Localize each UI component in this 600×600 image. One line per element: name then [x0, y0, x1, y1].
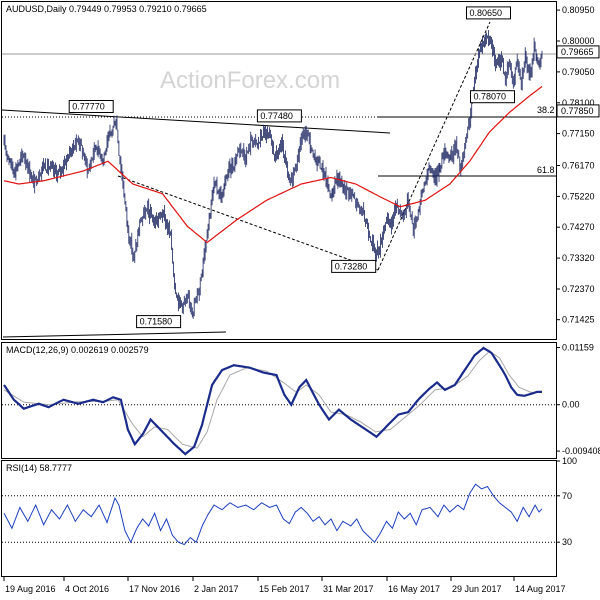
price-tick-label: 0.79050 [562, 67, 595, 77]
price-annotation-box [68, 100, 114, 113]
price-tick-label: 0.72370 [562, 284, 595, 294]
level-tag-label: 0.77850 [561, 106, 594, 116]
date-tick-label: 15 Feb 2017 [259, 584, 310, 594]
macd-panel-frame [1, 342, 557, 459]
price-annotation-box [331, 259, 377, 273]
price-tick-label: 0.76170 [562, 161, 595, 171]
sma-line [3, 86, 543, 244]
date-tick-label: 29 Jun 2017 [452, 584, 502, 594]
price-tick-label: 0.80000 [562, 36, 595, 46]
lower-trendline [2, 331, 227, 338]
current-price-box [556, 45, 600, 59]
rsi-tick-label: 70 [562, 491, 572, 501]
price-tick-label: 0.71425 [562, 315, 595, 325]
price-annotation-label: 0.77480 [260, 111, 293, 121]
macd-line [3, 346, 542, 456]
price-annotation-label: 0.73280 [335, 261, 368, 271]
price-annotations: 0.80650 0.77770 0.77480 0.78070 0.73280 0.715… [68, 6, 515, 329]
rsi-axis: 100 70 30 [556, 456, 577, 547]
dashed-trendline-2 [377, 21, 491, 271]
macd-header: MACD(12,26,9) 0.002619 0.002579 [6, 345, 149, 355]
rsi-tick-label: 100 [562, 456, 577, 466]
macd-axis: 0.01159 0.00 -0.009408 [556, 343, 600, 456]
price-tick-label: 0.75220 [562, 191, 595, 201]
rsi-gridlines [2, 495, 556, 543]
date-tick-label: 17 Nov 2016 [129, 584, 180, 594]
current-price-label: 0.79665 [561, 47, 594, 57]
rsi-tick-label: 30 [562, 537, 572, 547]
date-tick-label: 19 Aug 2016 [5, 584, 56, 594]
date-axis: 19 Aug 2016 4 Oct 2016 17 Nov 2016 2 Jan 20… [3, 577, 566, 594]
date-tick-label: 14 Aug 2017 [515, 584, 566, 594]
level-tag-box [556, 104, 600, 118]
price-annotation-label: 0.77770 [72, 102, 105, 112]
rsi-header: RSI(14) 58.7777 [6, 463, 72, 473]
date-tick-label: 31 Mar 2017 [323, 584, 374, 594]
price-panel-frame [1, 1, 557, 340]
price-annotation-label: 0.71580 [140, 317, 173, 327]
macd-tick-label: 0.01159 [562, 343, 594, 353]
price-tick-label: 0.74270 [562, 222, 595, 232]
rsi-panel-frame [1, 460, 557, 577]
macd-tick-label: -0.009408 [562, 446, 600, 456]
date-tick-label: 4 Oct 2016 [65, 584, 109, 594]
fib-382-label: 38.2 [537, 105, 555, 115]
price-tick-label: 0.77150 [562, 129, 595, 139]
price-tick-label: 0.80950 [562, 5, 595, 15]
fib-618-label: 61.8 [537, 165, 555, 175]
price-axis: 0.80950 0.80000 0.79050 0.78100 0.77150 0.761… [556, 5, 600, 325]
price-annotation-box [466, 6, 511, 20]
candles [3, 30, 543, 319]
watermark: ActionForex.com [160, 67, 340, 94]
macd-tick-label: 0.00 [562, 400, 580, 410]
price-annotation-box [470, 90, 515, 104]
upper-trendline [1, 109, 391, 134]
dashed-trendline-1 [117, 175, 379, 271]
price-annotation-box [256, 109, 302, 123]
price-annotation-label: 0.78070 [474, 92, 507, 102]
price-annotation-label: 0.80650 [470, 8, 503, 18]
price-tick-label: 0.78100 [562, 98, 595, 108]
price-header: AUDUSD,Daily 0.79449 0.79953 0.79210 0.7… [6, 4, 207, 14]
price-tick-label: 0.73320 [562, 253, 595, 263]
date-tick-label: 16 May 2017 [388, 584, 440, 594]
date-tick-label: 2 Jan 2017 [194, 584, 239, 594]
price-annotation-box [136, 315, 182, 329]
rsi-line [3, 483, 543, 546]
